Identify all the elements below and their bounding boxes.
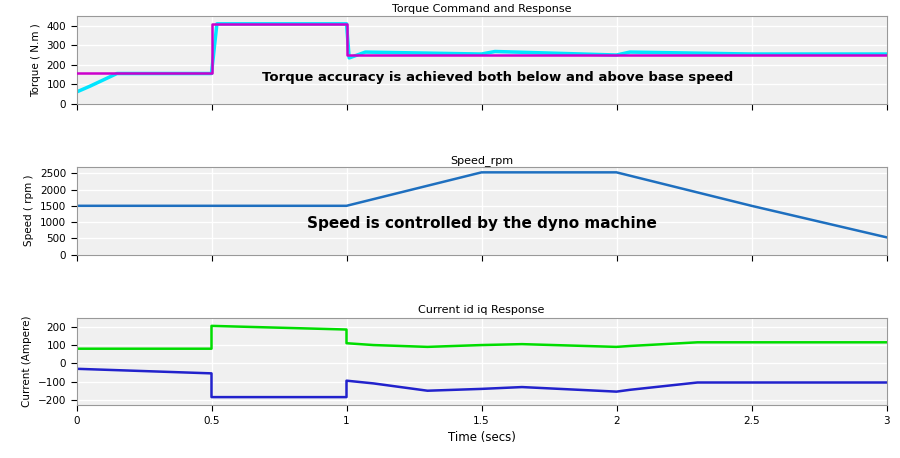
Title: Speed_rpm: Speed_rpm xyxy=(450,155,513,166)
Title: Current id iq Response: Current id iq Response xyxy=(418,305,544,316)
Y-axis label: Speed ( rpm ): Speed ( rpm ) xyxy=(24,175,34,246)
Text: Torque accuracy is achieved both below and above base speed: Torque accuracy is achieved both below a… xyxy=(262,71,734,84)
Y-axis label: Torque ( N.m ): Torque ( N.m ) xyxy=(31,23,40,97)
X-axis label: Time (secs): Time (secs) xyxy=(447,431,516,444)
Text: Speed is controlled by the dyno machine: Speed is controlled by the dyno machine xyxy=(307,216,656,231)
Y-axis label: Current (Ampere): Current (Ampere) xyxy=(22,316,32,407)
Title: Torque Command and Response: Torque Command and Response xyxy=(392,4,572,14)
